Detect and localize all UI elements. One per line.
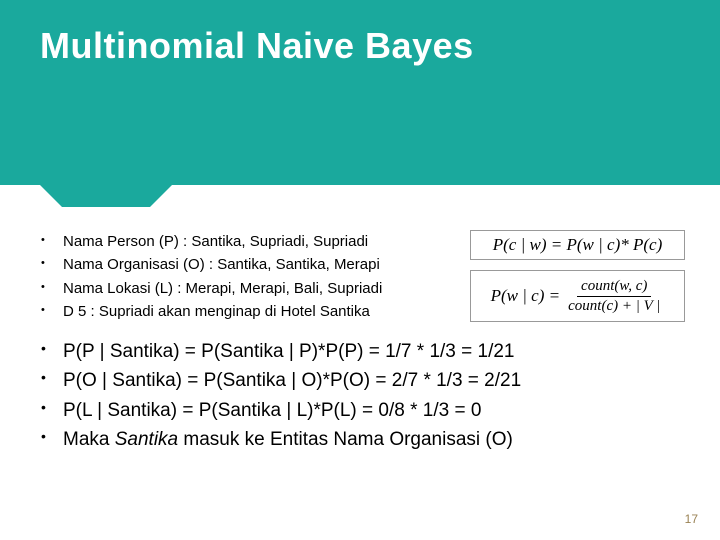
fraction: count(w, c) count(c) + | V | [564,278,664,315]
likelihood-formula: P(w | c) = count(w, c) count(c) + | V | [470,270,685,322]
header-notch [62,185,150,207]
list-item: P(P | Santika) = P(Santika | P)*P(P) = 1… [35,337,685,366]
denominator: count(c) + | V | [564,297,664,315]
list-item: Nama Person (P) : Santika, Supriadi, Sup… [35,230,460,253]
page-number: 17 [685,512,698,526]
conclusion-suffix: masuk ke Entitas Nama Organisasi (O) [178,429,513,450]
slide-title: Multinomial Naive Bayes [40,25,680,67]
list-item: P(O | Santika) = P(Santika | O)*P(O) = 2… [35,366,685,395]
header-band: Multinomial Naive Bayes [0,0,720,185]
conclusion-prefix: Maka [63,429,115,450]
formula-column: P(c | w) = P(w | c)* P(c) P(w | c) = cou… [460,230,685,322]
numerator: count(w, c) [577,278,651,297]
content-area: Nama Person (P) : Santika, Supriadi, Sup… [0,230,720,455]
computation-list: P(P | Santika) = P(Santika | P)*P(P) = 1… [35,337,685,455]
formula-lhs: P(w | c) = [491,286,561,306]
list-item: Nama Lokasi (L) : Merapi, Merapi, Bali, … [35,277,460,300]
list-item: P(L | Santika) = P(Santika | L)*P(L) = 0… [35,396,685,425]
list-item-conclusion: Maka Santika masuk ke Entitas Nama Organ… [35,425,685,454]
list-item: D 5 : Supriadi akan menginap di Hotel Sa… [35,300,460,323]
training-data-list: Nama Person (P) : Santika, Supriadi, Sup… [35,230,460,323]
conclusion-entity: Santika [115,429,178,450]
bayes-formula: P(c | w) = P(w | c)* P(c) [470,230,685,260]
list-item: Nama Organisasi (O) : Santika, Santika, … [35,253,460,276]
